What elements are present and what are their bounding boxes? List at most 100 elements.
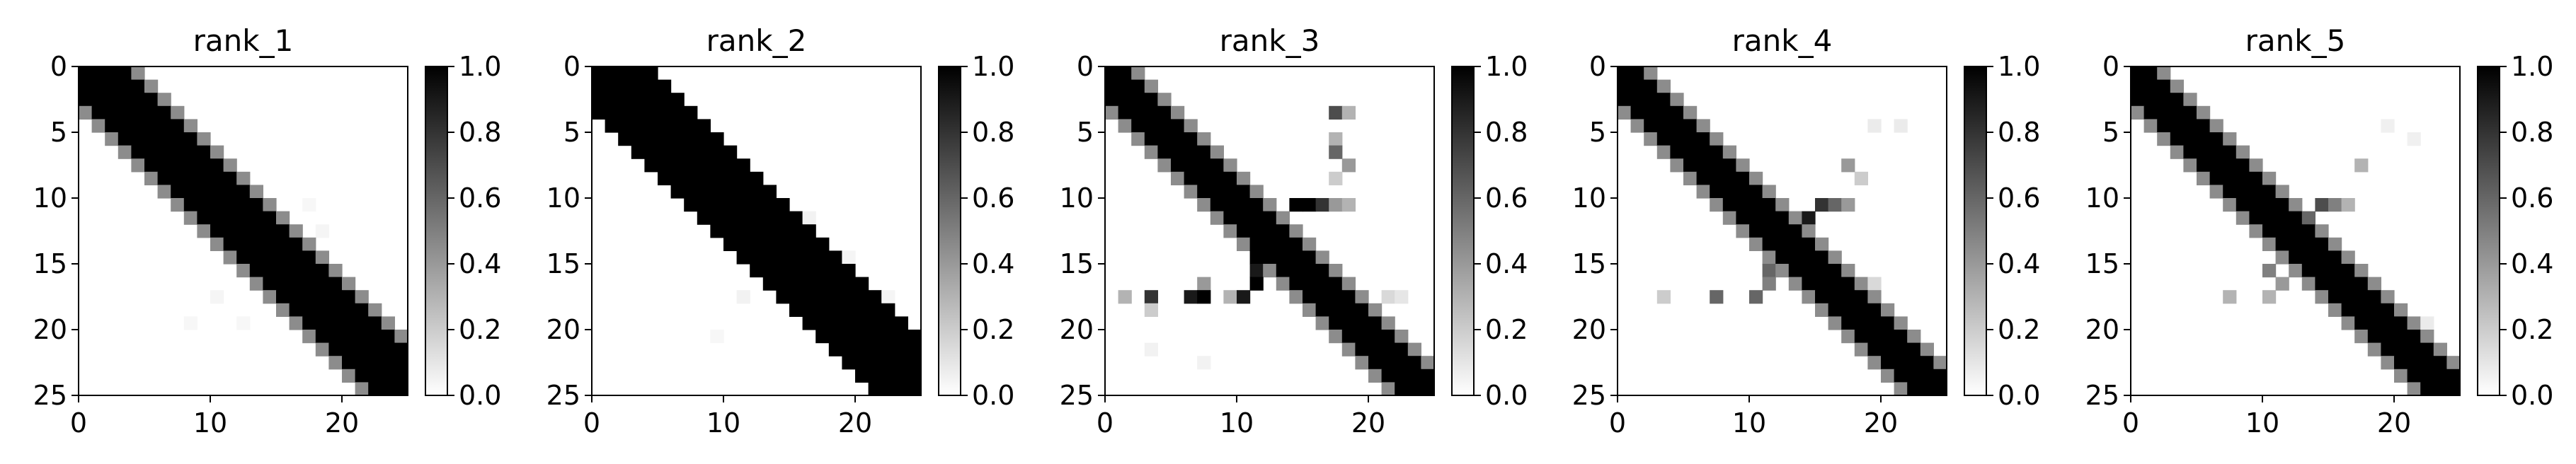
heatmap-cell (697, 185, 711, 199)
heatmap-cell (144, 132, 159, 146)
heatmap-cell (118, 145, 132, 159)
heatmap-cell (1341, 290, 1356, 304)
heatmap-cell (670, 145, 685, 159)
heatmap-cell (249, 211, 263, 225)
heatmap-cell (342, 290, 356, 304)
heatmap-cell (802, 211, 816, 225)
heatmap-cell (1249, 237, 1264, 251)
colorbar-tick-label: 0.0 (1998, 380, 2040, 411)
heatmap-cell (171, 145, 185, 159)
heatmap-cell (2131, 79, 2145, 93)
heatmap-cell (1249, 185, 1264, 199)
heatmap-cell (750, 211, 764, 225)
heatmap-cell (2131, 66, 2145, 81)
heatmap-cell (342, 303, 356, 317)
heatmap-cell (1263, 264, 1277, 278)
heatmap-cell (1854, 342, 1868, 356)
heatmap-cell (302, 290, 316, 304)
heatmap-cell (1263, 250, 1277, 265)
heatmap-cell (118, 105, 132, 120)
heatmap-cell (249, 224, 263, 238)
heatmap-cell (236, 237, 251, 251)
heatmap-cell (1894, 119, 1908, 133)
heatmap-cell (183, 198, 198, 212)
heatmap-cell (1131, 105, 1145, 120)
heatmap-cell (1670, 105, 1684, 120)
heatmap-cell (355, 290, 369, 304)
heatmap-cell (1157, 93, 1172, 107)
heatmap-cell (2328, 290, 2342, 304)
y-tick-label: 10 (546, 182, 580, 214)
heatmap-cell (394, 369, 408, 383)
heatmap-cell (368, 382, 382, 396)
heatmap-cell (2289, 264, 2303, 278)
heatmap-cell (1144, 119, 1158, 133)
heatmap-cell (1710, 171, 1724, 185)
heatmap-cell (1276, 211, 1290, 225)
heatmap-cell (1329, 290, 1343, 304)
heatmap-cell (2381, 342, 2395, 356)
heatmap-cell (2262, 211, 2277, 225)
heatmap-cell (381, 369, 395, 383)
heatmap-cell (762, 185, 777, 199)
heatmap-cell (2354, 303, 2369, 317)
heatmap-cell (1722, 211, 1736, 225)
heatmap-cell (1249, 264, 1264, 278)
heatmap-cell (1722, 198, 1736, 212)
heatmap-cell (1105, 79, 1119, 93)
heatmap-cell (1907, 342, 1921, 356)
heatmap-cell (2170, 93, 2184, 107)
heatmap-cell (1381, 316, 1395, 330)
x-tick-label: 0 (1609, 407, 1626, 439)
heatmap-cell (1841, 198, 1855, 212)
heatmap-cell (2420, 369, 2434, 383)
heatmap-cell (868, 330, 882, 344)
heatmap-cell (762, 264, 777, 278)
heatmap-cell (1775, 211, 1790, 225)
heatmap-cell (183, 132, 198, 146)
heatmap-cell (1263, 224, 1277, 238)
heatmap-cell (1841, 277, 1855, 291)
heatmap-cell (1644, 79, 1658, 93)
heatmap-cell (342, 330, 356, 344)
y-tick-label: 20 (1060, 314, 1094, 345)
heatmap-cell (2157, 105, 2171, 120)
heatmap-cell (789, 277, 803, 291)
heatmap-cell (1131, 79, 1145, 93)
heatmap-cell (1802, 250, 1816, 265)
heatmap-cell (1683, 132, 1698, 146)
x-tick-label: 0 (583, 407, 600, 439)
heatmap-cell (815, 316, 830, 330)
heatmap-cell (789, 250, 803, 265)
heatmap-cell (1894, 382, 1908, 396)
heatmap-cell (289, 316, 303, 330)
heatmap-cell (381, 356, 395, 370)
heatmap-cell (644, 105, 658, 120)
heatmap-cell (131, 105, 145, 120)
heatmap-cell (1722, 171, 1736, 185)
heatmap-cell (2262, 198, 2277, 212)
heatmap-cell (394, 342, 408, 356)
heatmap-cell (1341, 198, 1356, 212)
heatmap-cell (289, 264, 303, 278)
heatmap-cell (631, 105, 645, 120)
heatmap-cell (263, 264, 277, 278)
heatmap-cell (1802, 237, 1816, 251)
heatmap-cell (2157, 66, 2171, 81)
heatmap-cell (342, 369, 356, 383)
heatmap-cell (1197, 185, 1211, 199)
heatmap-cell (1197, 277, 1211, 291)
colorbar-tick-label: 0.6 (972, 182, 1014, 214)
heatmap-cell (697, 132, 711, 146)
heatmap-cell (2236, 145, 2250, 159)
heatmap-cell (1736, 211, 1750, 225)
heatmap-cell (1762, 211, 1776, 225)
heatmap-cell (894, 330, 908, 344)
heatmap-cell (2183, 158, 2197, 173)
heatmap-cell (1355, 356, 1369, 370)
heatmap-cell (223, 224, 237, 238)
heatmap-cell (2209, 119, 2223, 133)
heatmap-cell (328, 264, 343, 278)
heatmap-cell (1289, 198, 1303, 212)
